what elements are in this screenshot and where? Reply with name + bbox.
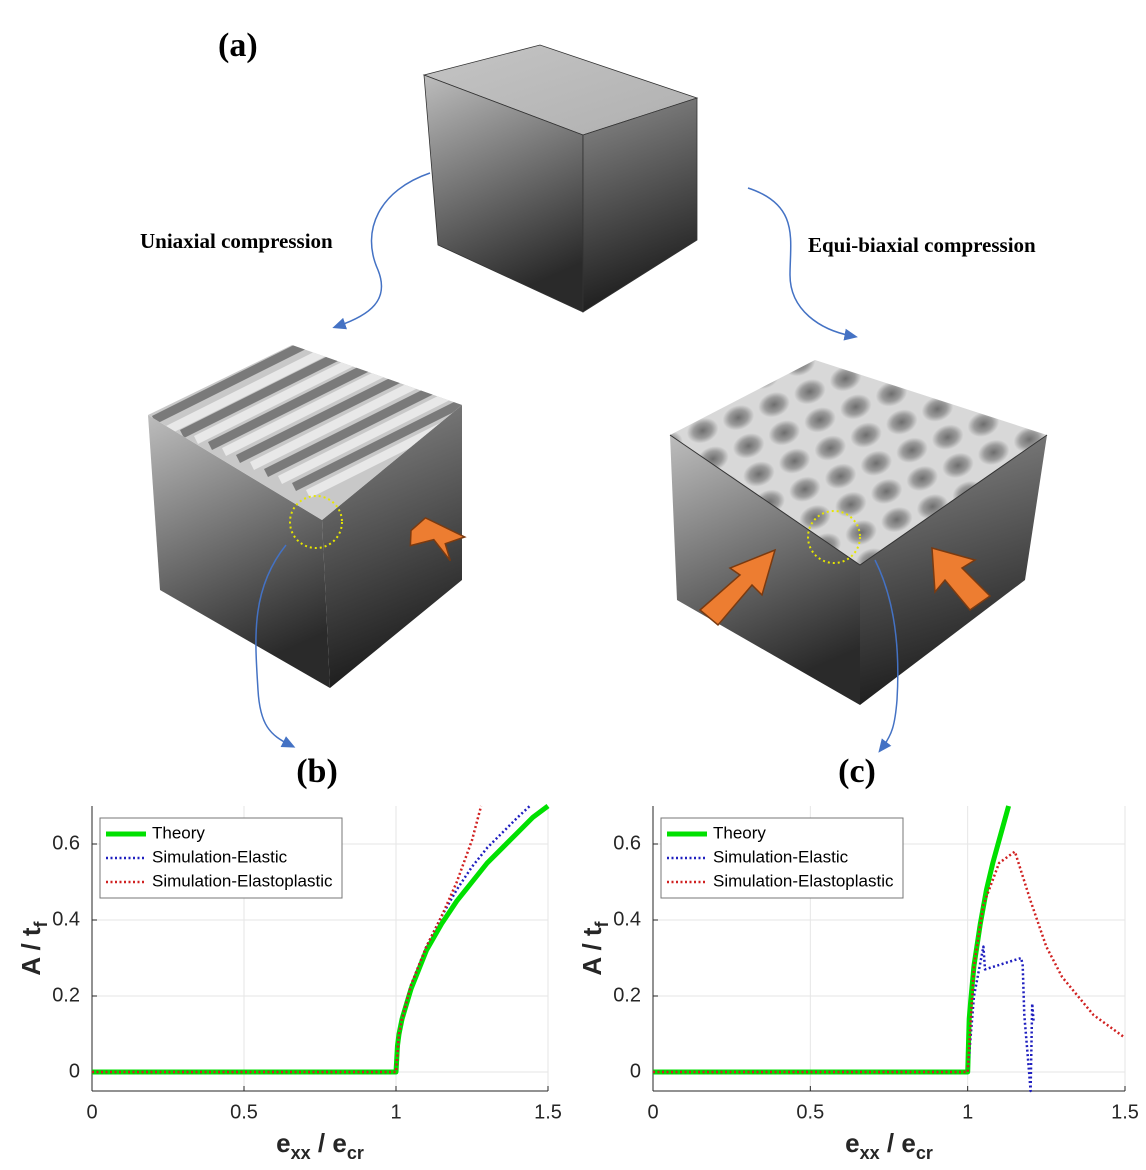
y-tick-label: 0	[69, 1060, 80, 1082]
x-axis-label-part: / e	[880, 1128, 916, 1158]
panel-label: (c)	[838, 753, 876, 790]
legend-label: Simulation-Elastic	[152, 847, 288, 866]
panel-label: (a)	[218, 27, 258, 64]
x-axis-label-part: cr	[916, 1143, 933, 1163]
legend-label: Simulation-Elastoplastic	[152, 871, 333, 890]
x-tick-label: 1	[962, 1101, 973, 1123]
x-axis-label-part: e	[276, 1128, 290, 1158]
x-axis-label-part: e	[845, 1128, 859, 1158]
x-axis-label-part: xx	[291, 1143, 311, 1163]
y-tick-label: 0	[630, 1060, 641, 1082]
legend-label: Theory	[713, 823, 766, 842]
x-axis-label-part: xx	[860, 1143, 880, 1163]
x-axis-label-part: cr	[347, 1143, 364, 1163]
legend-label: Simulation-Elastoplastic	[713, 871, 894, 890]
arrow-label: Equi-biaxial compression	[808, 233, 1036, 257]
figure: (a) Uniaxial compression Equi-biaxial co…	[0, 0, 1146, 1170]
y-tick-label: 0.4	[613, 908, 641, 930]
diagram: (a) Uniaxial compression Equi-biaxial co…	[140, 27, 1047, 748]
x-axis-label-part: / e	[311, 1128, 347, 1158]
y-tick-label: 0.6	[52, 832, 80, 854]
legend-label: Simulation-Elastic	[713, 847, 849, 866]
y-tick-label: 0.4	[52, 908, 80, 930]
y-axis-label-part: A / t	[16, 927, 46, 975]
x-axis-label: exx / ecr	[276, 1128, 364, 1163]
x-tick-label: 0	[647, 1101, 658, 1123]
y-axis-label: A / tf	[16, 920, 51, 975]
y-tick-label: 0.2	[613, 984, 641, 1006]
x-tick-label: 0.5	[796, 1101, 824, 1123]
x-tick-label: 0	[86, 1101, 97, 1123]
y-tick-label: 0.6	[613, 832, 641, 854]
y-axis-label-part: f	[31, 920, 51, 927]
panel-label: (b)	[296, 753, 338, 790]
x-axis-label: exx / ecr	[845, 1128, 933, 1163]
y-axis-label: A / tf	[577, 920, 612, 975]
y-axis-label-part: f	[592, 920, 612, 927]
x-tick-label: 1	[390, 1101, 401, 1123]
x-tick-label: 1.5	[534, 1101, 562, 1123]
legend-label: Theory	[152, 823, 205, 842]
x-tick-label: 1.5	[1111, 1101, 1139, 1123]
arrow-label: Uniaxial compression	[140, 229, 333, 253]
cube-face	[583, 98, 697, 312]
y-tick-label: 0.2	[52, 984, 80, 1006]
y-axis-label-part: A / t	[577, 927, 607, 975]
x-tick-label: 0.5	[230, 1101, 258, 1123]
